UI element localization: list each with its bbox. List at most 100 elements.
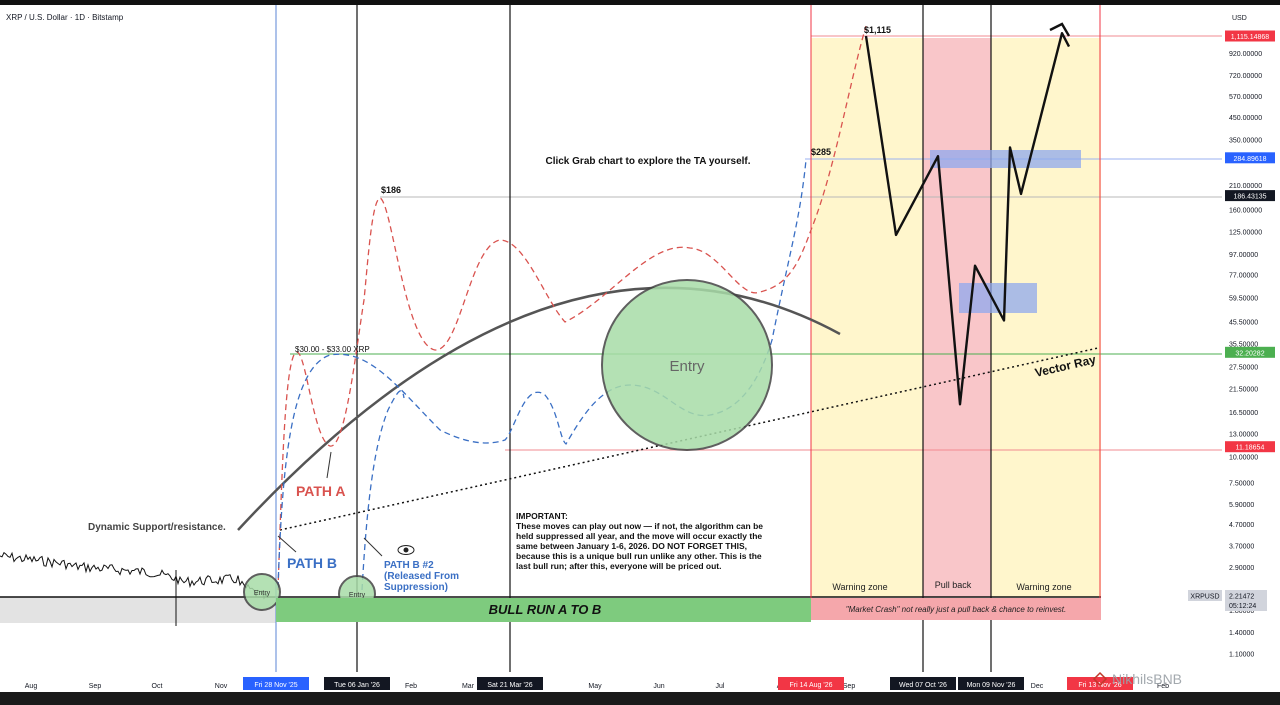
entry-circle-big <box>601 279 773 451</box>
price-tick-label: 7.50000 <box>1229 480 1254 487</box>
price-tick-label: 920.00000 <box>1229 51 1262 58</box>
bull-run-label: BULL RUN A TO B <box>489 602 602 617</box>
target-box-285 <box>930 150 1081 168</box>
current-price-value: 2.21472 <box>1229 594 1254 601</box>
currency-label[interactable]: USD <box>1232 15 1247 22</box>
path-b2-label-1: PATH B #2 <box>384 560 434 571</box>
price-tick-label: 5.90000 <box>1229 502 1254 509</box>
date-badge-label: Wed 07 Oct '26 <box>899 682 947 689</box>
price-tick-label: 1.10000 <box>1229 652 1254 659</box>
important-line: because this is a unique bull run unlike… <box>516 551 762 561</box>
date-badge <box>243 677 309 690</box>
price-tick-label: 350.00000 <box>1229 137 1262 144</box>
time-axis-label: Feb <box>1157 683 1169 690</box>
price-tick-label: 10.00000 <box>1229 455 1258 462</box>
price-tick-label: 27.50000 <box>1229 364 1258 371</box>
path-b2-line <box>361 390 405 591</box>
symbol-tag-label: XRPUSD <box>1190 594 1219 601</box>
symbol-tag <box>1188 590 1222 601</box>
time-axis-label: Nov <box>215 683 228 690</box>
price-history-line <box>0 551 269 600</box>
price-tick-label: 3.70000 <box>1229 543 1254 550</box>
time-axis-label: Mar <box>462 683 475 690</box>
pull-back-label: Pull back <box>935 580 972 590</box>
date-badge-label: Fri 14 Aug '26 <box>790 682 833 689</box>
level-label-285: $285 <box>811 147 831 157</box>
price-tick-label: 1.80000 <box>1229 608 1254 615</box>
pull-back-zone-area <box>923 38 991 597</box>
price-badge-label: 186.43135 <box>1233 194 1266 201</box>
important-note: IMPORTANT: These moves can play out now … <box>516 511 763 571</box>
important-line: These moves can play out now — if not, t… <box>516 521 763 531</box>
entry-big-label: Entry <box>669 358 705 375</box>
price-tick-label: 1.40000 <box>1229 630 1254 637</box>
current-price-badge <box>1225 590 1267 611</box>
watermark-label: NikhilsBNB <box>1112 671 1182 687</box>
price-tick-label: 13.00000 <box>1229 431 1258 438</box>
date-badge <box>890 677 956 690</box>
important-title: IMPORTANT: <box>516 511 568 521</box>
time-axis-label: Aug <box>25 683 38 690</box>
price-tick-label: 4.70000 <box>1229 522 1254 529</box>
top-border <box>0 0 1280 5</box>
price-tick-label: 35.50000 <box>1229 342 1258 349</box>
binance-logo-icon <box>1092 671 1108 687</box>
price-badge-label: 32.20282 <box>1235 350 1264 357</box>
important-line: last bull run; after this, everyone will… <box>516 561 721 571</box>
current-price-countdown: 05:12:24 <box>1229 603 1256 610</box>
path-a-line <box>277 25 867 591</box>
price-tick-label: 160.00000 <box>1229 207 1262 214</box>
price-tick-label: 16.50000 <box>1229 410 1258 417</box>
level-label-30-33: $30.00 - $33.00 XRP <box>295 345 370 354</box>
price-tick-label: 59.50000 <box>1229 296 1258 303</box>
history-band <box>0 597 276 623</box>
path-b-pointer <box>277 535 297 553</box>
market-crash-label: "Market Crash" not really just a pull ba… <box>846 605 1066 614</box>
time-axis-label: Oct <box>152 683 163 690</box>
entry-circle-nov <box>243 573 281 611</box>
price-tick-label: 125.00000 <box>1229 229 1262 236</box>
date-badge-label: Mon 09 Nov '26 <box>967 682 1016 689</box>
path-a-pointer <box>326 451 332 479</box>
grab-chart-note: Click Grab chart to explore the TA yours… <box>545 156 750 167</box>
date-badge <box>958 677 1024 690</box>
price-tick-label: 45.50000 <box>1229 320 1258 327</box>
dynamic-support-label: Dynamic Support/resistance. <box>88 522 226 533</box>
date-badge <box>1067 677 1133 690</box>
date-badge-label: Fri 28 Nov '25 <box>254 682 297 689</box>
important-line: same between January 1-6, 2026. DO NOT F… <box>516 541 747 551</box>
projection-arrowhead <box>1049 22 1071 37</box>
main-projection-line <box>864 32 1071 406</box>
price-badge <box>1225 441 1275 453</box>
price-badge <box>1225 190 1275 202</box>
market-crash-bar <box>811 598 1101 620</box>
bottom-bar <box>0 692 1280 705</box>
level-label-1115: $1,115 <box>864 25 891 35</box>
warning-zone-1-area <box>811 38 923 597</box>
price-tick-label: 77.00000 <box>1229 273 1258 280</box>
price-tick-label: 720.00000 <box>1229 73 1262 80</box>
time-axis-label: Dec <box>1031 683 1044 690</box>
price-tick-label: 97.00000 <box>1229 252 1258 259</box>
time-axis-label: Feb <box>405 683 417 690</box>
time-axis-label: Sep <box>843 683 856 690</box>
price-badge <box>1225 152 1275 164</box>
path-b2-label-2: (Released From <box>384 571 459 582</box>
dynamic-support-curve <box>237 286 841 531</box>
level-label-186: $186 <box>381 185 401 195</box>
time-axis-label: Sep <box>89 683 102 690</box>
date-badge <box>778 677 844 690</box>
price-badge-label: 1,115.14868 <box>1231 34 1270 41</box>
price-badge <box>1225 346 1275 358</box>
price-tick-label: 570.00000 <box>1229 94 1262 101</box>
price-badge <box>1225 30 1275 42</box>
warning-zone-2-label: Warning zone <box>1016 582 1071 592</box>
price-scale[interactable]: USD 920.00000 720.00000 570.00000 450.00000… <box>1222 5 1280 672</box>
path-b-label: PATH B <box>287 555 337 571</box>
warning-zone-1-label: Warning zone <box>832 582 887 592</box>
entry-jan-label: Entry <box>349 592 366 599</box>
price-scale-bg[interactable] <box>1222 5 1280 672</box>
price-tick-label: 2.90000 <box>1229 565 1254 572</box>
time-axis-label: Jun <box>653 683 664 690</box>
